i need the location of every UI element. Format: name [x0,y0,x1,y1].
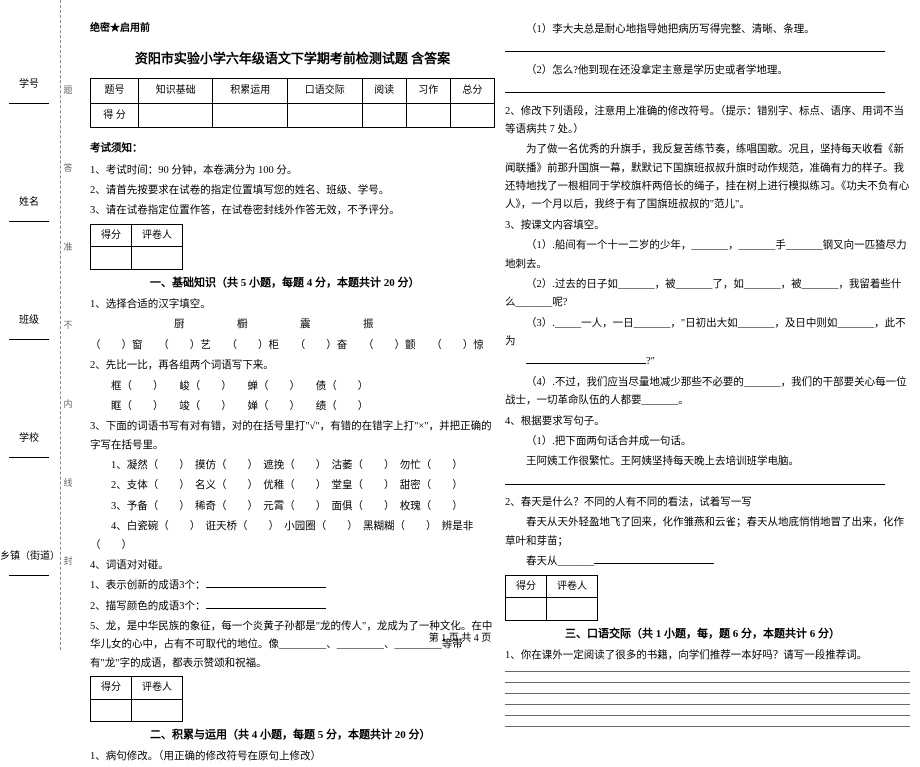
seal-line [60,0,61,650]
content: 绝密★启用前 资阳市实验小学六年级语文下学期考前检测试题 含答案 题号 知识基础… [72,0,920,650]
q-row: 4、白瓷碗（ ） 诳天桥（ ） 小园圈（ ） 黑糊糊（ ） 辨是非（ ） [90,518,495,555]
answer-line [505,682,910,683]
q-row: （1）.把下面两句话合并成一句话。 [505,433,910,451]
q: 5、龙，是中华民族的象征，每一个炎黄子孙都是"龙的传人"，龙成为了一种文化。在中… [90,618,495,673]
q-row: （1）李大夫总是耐心地指导她把病历写得完整、清晰、条理。 [505,21,910,39]
answer-line [505,671,910,672]
binding-margin: 学号 姓名 班级 学校 乡镇（街道） 题 答 准 不 内 线 封 [0,0,72,650]
answer-line [505,715,910,716]
q-row: 框（ ） 峻（ ） 蝉（ ） 债（ ） [90,378,495,396]
q-row: （4）.不过，我们应当尽量地减少那些不必要的_______，我们的干部要关心每一… [505,374,910,411]
answer-line [505,726,910,727]
left-column: 绝密★启用前 资阳市实验小学六年级语文下学期考前检测试题 含答案 题号 知识基础… [90,20,495,640]
q: 4、根据要求写句子。 [505,413,910,431]
blank-line [505,41,910,59]
blank-line [505,82,910,100]
field-xuehaow: 学号 [9,75,49,104]
q-row: （3）._____一人，一日_______，"日初出大如_______，及日中则… [505,315,910,352]
q: 1、选择合适的汉字填空。 [90,296,495,314]
q-row: 2、支体（ ） 名义（ ） 优稚（ ） 堂皇（ ） 甜密（ ） [90,477,495,495]
q-row: 春天从天外轻盈地飞了回来，化作雏燕和云雀；春天从地底悄悄地冒了出来，化作草叶和芽… [505,514,910,551]
right-column: （1）李大夫总是耐心地指导她把病历写得完整、清晰、条理。 （2）怎么?他到现在还… [505,20,910,640]
td: 得 分 [91,103,139,128]
note-item: 2、请首先按要求在试卷的指定位置填写您的姓名、班级、学号。 [90,182,495,200]
q-row: 1、表示创新的成语3个： [90,577,495,595]
page-footer: 第 1 页 共 4 页 [0,629,920,644]
seal-text: 题 答 准 不 内 线 封 [62,0,74,650]
score-box-3: 得分评卷人 [505,575,910,621]
q-row: 2、描写颜色的成语3个： [90,598,495,616]
binding-labels: 学号 姓名 班级 学校 乡镇（街道） [0,0,58,650]
answer-line [505,704,910,705]
q-row: （1）.船间有一个十一二岁的少年，_______，_______手_______… [505,237,910,274]
q-row: 春天从_______ [505,553,910,571]
score-box-1: 得分评卷人 [90,224,495,270]
notes-heading: 考试须知： [90,140,495,158]
q: 1、病句修改。（用正确的修改符号在原句上修改） [90,748,495,766]
td [450,103,494,128]
q: 2、春天是什么？不同的人有不同的看法，试着写一写 [505,494,910,512]
note-item: 1、考试时间：90 分钟，本卷满分为 100 分。 [90,162,495,180]
q-text: 为了做一名优秀的升旗手，我反复苦练节奏，练唱国歌。况且，坚持每天收看《新闻联播》… [505,141,910,215]
td [288,103,363,128]
exam-title: 资阳市实验小学六年级语文下学期考前检测试题 含答案 [90,48,495,71]
page: 学号 姓名 班级 学校 乡镇（街道） 题 答 准 不 内 线 封 绝密★启用前 … [0,0,920,650]
score-table: 题号 知识基础 积累运用 口语交际 阅读 习作 总分 得 分 [90,78,495,128]
q-row: ?" [505,353,910,371]
secret-mark: 绝密★启用前 [90,20,495,38]
field-town: 乡镇（街道） [0,547,58,576]
q-row: （2）.过去的日子如_______，被_______了，如_______，被__… [505,276,910,313]
td [406,103,450,128]
section1-title: 一、基础知识（共 5 小题，每题 4 分，本题共计 20 分） [150,274,495,293]
field-class: 班级 [9,311,49,340]
q-row: 3、予备（ ） 稀奇（ ） 元霄（ ） 面俱（ ） 枚瑰（ ） [90,498,495,516]
q: 2、先比一比，再各组两个词语写下来。 [90,357,495,375]
q-row: 王阿姨工作很繁忙。王阿姨坚持每天晚上去培训班学电脑。 [505,453,910,471]
q: 2、修改下列语段，注意用上准确的修改符号。（提示：错别字、标点、语序、用词不当等… [505,103,910,140]
q-row: （ ）窗 （ ）艺 （ ）柜 （ ）奋 （ ）颤 （ ）惊 [90,337,495,355]
td [138,103,213,128]
q-row: 1、凝然（ ） 摸仿（ ） 遮挽（ ） 沽萎（ ） 勿忙（ ） [90,457,495,475]
note-item: 3、请在试卷指定位置作答，在试卷密封线外作答无效，不予评分。 [90,202,495,220]
q-row: 眶（ ） 竣（ ） 婵（ ） 绩（ ） [90,398,495,416]
q: 3、下面的词语书写有对有错，对的在括号里打"√"，有错的在错字上打"×"，并把正… [90,418,495,455]
th: 口语交际 [288,79,363,104]
answer-line [505,693,910,694]
q: 3、按课文内容填空。 [505,217,910,235]
th: 题号 [91,79,139,104]
q-row: （2）怎么?他到现在还没拿定主意是学历史或者学地理。 [505,62,910,80]
q: 4、词语对对碰。 [90,557,495,575]
blank-line [505,474,910,492]
q-row: 厨 橱 震 振 [90,316,495,334]
th: 阅读 [362,79,406,104]
section2-title: 二、积累与运用（共 4 小题，每题 5 分，本题共计 20 分） [150,726,495,745]
field-name: 姓名 [9,193,49,222]
th: 总分 [450,79,494,104]
field-school: 学校 [9,429,49,458]
td [362,103,406,128]
score-box-2: 得分评卷人 [90,676,495,722]
th: 知识基础 [138,79,213,104]
th: 积累运用 [213,79,288,104]
th: 习作 [406,79,450,104]
td [213,103,288,128]
